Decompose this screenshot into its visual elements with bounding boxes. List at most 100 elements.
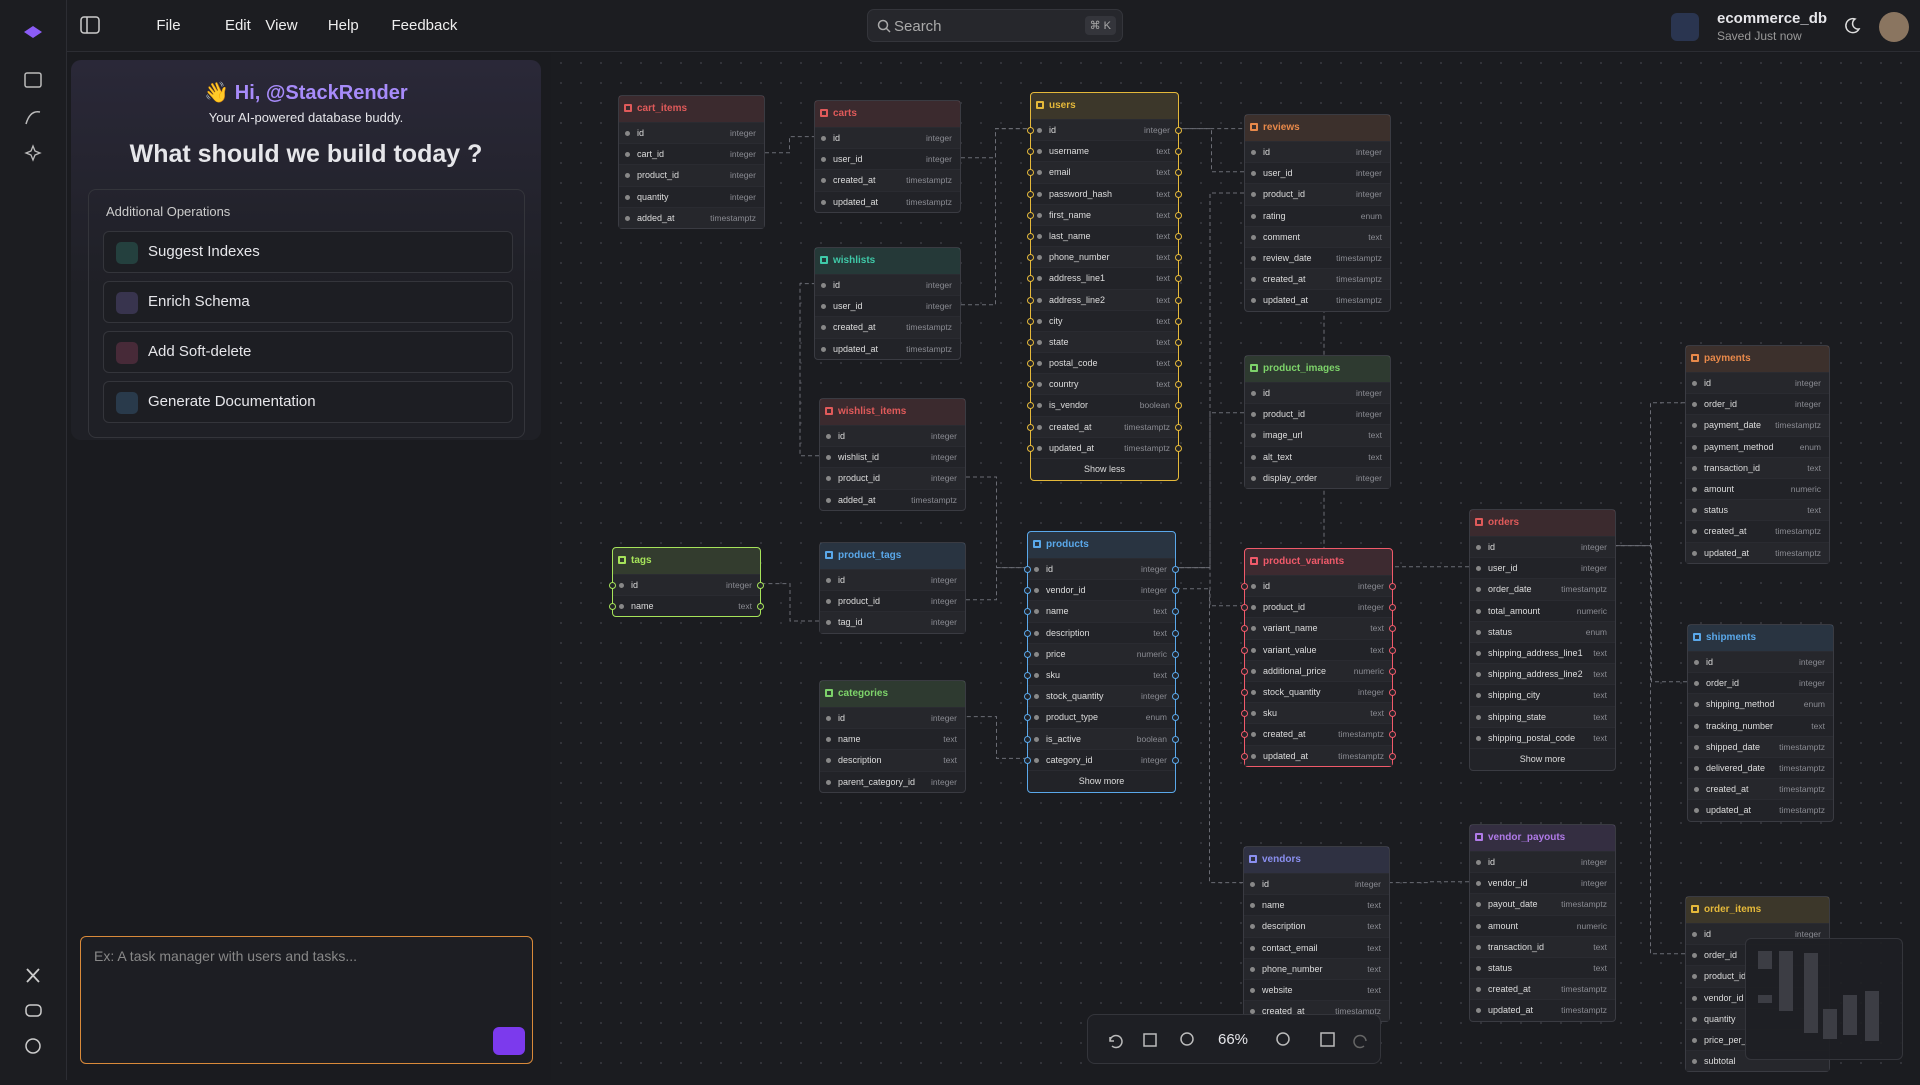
column-icon — [1692, 953, 1697, 959]
menu-item[interactable]: Feedback — [391, 17, 458, 34]
fit-grid[interactable] — [1143, 1033, 1157, 1047]
column-row: order_date timestamptz — [1470, 578, 1615, 600]
column-type: timestamptz — [1779, 805, 1825, 816]
zoom-out[interactable] — [1180, 1032, 1194, 1046]
column-type: integer — [1141, 564, 1167, 574]
column-type: integer — [730, 128, 756, 138]
table-node[interactable]: shipments id integer order_id integer shippin… — [1687, 624, 1834, 822]
table-node[interactable]: cart_items id integer cart_id integer product… — [618, 95, 765, 229]
column-icon — [1692, 550, 1697, 556]
zoom-in[interactable] — [1276, 1032, 1290, 1046]
column-row: is_vendor boolean — [1027, 394, 1182, 415]
column-name: transaction_id — [1704, 462, 1761, 473]
relation-line — [1616, 402, 1685, 547]
column-row: payment_date timestamptz — [1686, 414, 1829, 436]
fullscreen[interactable] — [1320, 1032, 1335, 1047]
undo[interactable] — [1109, 1034, 1123, 1049]
table-node[interactable]: payments id integer order_id integer payment_… — [1685, 345, 1830, 564]
menu-item[interactable]: Help — [327, 17, 359, 34]
column-type: integer — [1356, 147, 1382, 157]
column-type: timestamptz — [906, 196, 952, 207]
column-type: text — [1368, 451, 1382, 462]
column-row: stock_quantity integer — [1024, 685, 1179, 707]
column-icon — [1251, 605, 1256, 611]
column-icon — [1251, 150, 1256, 155]
avatar[interactable] — [1879, 12, 1909, 42]
handle — [1027, 190, 1034, 198]
column-row: postal_code text — [1027, 352, 1182, 373]
table-node[interactable]: product_tags id integer product_id integer ta… — [819, 542, 966, 634]
column-type: text — [1367, 900, 1381, 911]
table-node[interactable]: vendor_payouts id integer vendor_id integer p… — [1469, 824, 1616, 1022]
relation-line — [1179, 128, 1244, 173]
column-icon — [821, 136, 826, 141]
column-icon — [826, 476, 831, 482]
table-node[interactable]: product_variants id integer product_id integ… — [1241, 548, 1396, 767]
table-node[interactable]: categories id integer name text description te… — [819, 680, 966, 793]
table-icon — [1033, 540, 1041, 548]
column-name: order_id — [1704, 399, 1738, 410]
github-icon[interactable] — [25, 1038, 41, 1054]
column-icon — [1476, 735, 1481, 741]
column-name: created_at — [1704, 526, 1747, 537]
table-node[interactable]: wishlist_items id integer wishlist_id intege… — [819, 398, 966, 511]
relation-line — [966, 567, 1027, 601]
operation-button[interactable]: Add Soft-delete — [103, 331, 513, 373]
column-name: order_id — [1704, 950, 1738, 961]
handle — [1027, 317, 1034, 325]
operation-button[interactable]: Generate Documentation — [103, 381, 513, 423]
operation-button[interactable]: Suggest Indexes — [103, 231, 513, 273]
column-type: timestamptz — [1775, 547, 1821, 558]
column-row: amount numeric — [1470, 914, 1615, 936]
column-name: last_name — [1049, 230, 1091, 241]
column-row: order_id integer — [1686, 393, 1829, 414]
table-node[interactable]: wishlists id integer user_id integer created_… — [814, 247, 961, 360]
table-icon — [1250, 557, 1258, 565]
column-row: name text — [1024, 600, 1179, 622]
table-node[interactable]: vendors id integer name text description text c… — [1243, 846, 1390, 1023]
ai-icon[interactable] — [24, 144, 42, 162]
toggle-columns[interactable]: Show less — [1031, 458, 1178, 480]
table-node[interactable]: product_images id integer product_id integer… — [1244, 355, 1391, 489]
table-node[interactable]: carts id integer user_id integer created_at ti… — [814, 100, 961, 213]
relations-icon[interactable] — [25, 111, 41, 125]
menu-item[interactable]: View — [265, 17, 298, 34]
toggle-sidebar[interactable] — [80, 16, 100, 34]
handle — [1389, 646, 1396, 654]
table-node[interactable]: users id integer username text email text passw… — [1027, 92, 1182, 481]
send-button[interactable] — [493, 1027, 525, 1055]
column-row: contact_email text — [1244, 936, 1389, 958]
column-name: parent_category_id — [838, 776, 916, 787]
toggle-columns[interactable]: Show more — [1028, 769, 1175, 792]
column-icon — [1251, 412, 1256, 418]
toggle-columns[interactable]: Show more — [1470, 747, 1615, 770]
discord-icon[interactable] — [25, 1004, 42, 1017]
handle — [1172, 608, 1179, 616]
column-type: text — [1593, 647, 1607, 658]
column-icon — [1034, 567, 1039, 572]
table-node[interactable]: orders id integer user_id integer order_date t… — [1469, 509, 1616, 771]
menu-item[interactable]: File — [156, 17, 181, 34]
table-node[interactable]: reviews id integer user_id integer product_id… — [1244, 114, 1391, 312]
column-row: shipping_city text — [1470, 684, 1615, 705]
theme-toggle[interactable] — [1843, 17, 1861, 35]
table-node[interactable]: tags id integer name text — [609, 547, 764, 618]
search-box[interactable]: Search ⌘ K — [867, 9, 1123, 42]
column-row: shipping_postal_code text — [1470, 726, 1615, 748]
column-row: shipping_address_line1 text — [1470, 641, 1615, 663]
table-node[interactable]: products id integer vendor_id integer name tex… — [1024, 531, 1179, 793]
tables-icon[interactable] — [24, 72, 42, 88]
menu-item[interactable]: Edit — [224, 17, 251, 34]
column-type: timestamptz — [1779, 762, 1825, 773]
greeting: 👋 Hi, @StackRender — [204, 82, 408, 104]
table-header: carts — [815, 101, 960, 127]
operation-button[interactable]: Enrich Schema — [103, 281, 513, 323]
column-icon — [1251, 454, 1256, 460]
column-icon — [1034, 736, 1039, 742]
column-name: shipping_address_line2 — [1488, 669, 1583, 680]
redo[interactable] — [1353, 1034, 1367, 1049]
column-type: text — [1156, 273, 1170, 284]
prompt-input[interactable]: Ex: A task manager with users and tasks.… — [80, 936, 533, 1064]
x-icon[interactable] — [26, 968, 40, 983]
column-row: payment_method enum — [1686, 435, 1829, 457]
